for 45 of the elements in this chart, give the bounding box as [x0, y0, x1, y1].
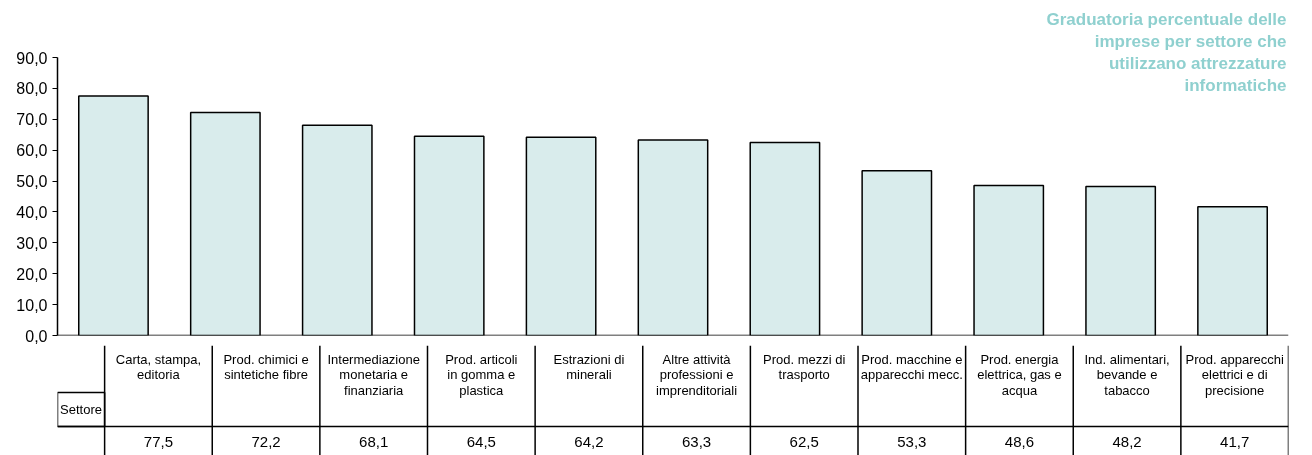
x-tick-label: Altre attività professioni e imprenditoriali	[656, 351, 738, 398]
chart-title: Graduatoria percentuale delle imprese per settore che utilizzano attrezzature informatiche	[1046, 9, 1287, 95]
y-tick-label: 70,0	[16, 111, 48, 129]
data-label: 77,5	[143, 432, 174, 450]
x-tick-label: Carta, stampa, editoria	[115, 351, 202, 383]
data-label: 48,6	[1004, 432, 1035, 450]
y-tick-label: 20,0	[16, 265, 48, 283]
x-tick-label: Prod. macchine e apparecchi mecc.	[860, 351, 963, 383]
y-tick-label: 50,0	[16, 173, 48, 191]
data-label: 64,5	[466, 432, 496, 450]
bar	[189, 111, 261, 336]
y-tick-label: 0,0	[25, 327, 48, 345]
bar	[973, 184, 1045, 336]
data-label: 63,3	[681, 432, 712, 450]
bar	[861, 170, 933, 336]
data-label: 41,7	[1220, 432, 1250, 450]
data-label: 64,2	[574, 432, 604, 450]
bar	[749, 141, 821, 336]
bar	[525, 136, 597, 336]
data-label: 72,2	[251, 432, 281, 450]
data-label: 68,1	[359, 432, 389, 450]
y-tick-label: 90,0	[16, 49, 48, 67]
y-tick-label: 80,0	[16, 80, 48, 98]
data-label: 62,5	[789, 432, 819, 450]
bar	[301, 124, 373, 336]
bar	[1085, 185, 1157, 336]
x-tick-label: Prod. apparecchi elettrici e di precisione	[1185, 351, 1284, 398]
bar	[637, 139, 709, 336]
data-label: 53,3	[897, 432, 927, 450]
x-tick-label: Intermediazione monetaria e finanziaria	[327, 351, 420, 398]
bar	[413, 135, 485, 336]
data-label: 48,2	[1112, 432, 1142, 450]
y-tick-label: 10,0	[16, 296, 48, 314]
x-axis-title: Settore	[60, 402, 103, 417]
bar	[1197, 205, 1268, 336]
y-tick-label: 30,0	[16, 234, 48, 252]
y-tick-label: 40,0	[16, 203, 48, 221]
x-tick-label: Prod. mezzi di trasporto	[763, 351, 846, 383]
bar	[78, 95, 149, 336]
x-tick-label: Prod. energia elettrica, gas e acqua	[977, 351, 1062, 398]
x-tick-label: Prod. chimici e sintetiche fibre	[223, 351, 309, 383]
x-tick-label: Estrazioni di minerali	[553, 351, 625, 383]
x-tick-label: Ind. alimentari, bevande e tabacco	[1084, 351, 1170, 398]
y-tick-label: 60,0	[16, 142, 48, 160]
x-tick-label: Prod. articoli in gomma e plastica	[445, 351, 518, 398]
